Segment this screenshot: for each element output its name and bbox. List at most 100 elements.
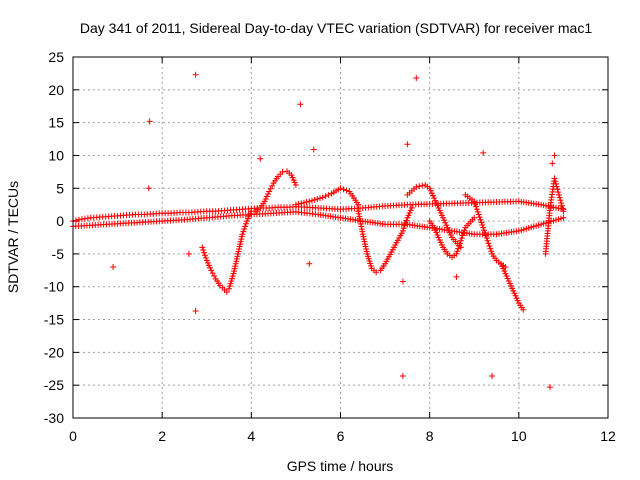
- x-tick-label: 6: [337, 428, 345, 444]
- grid-lines: [73, 57, 608, 418]
- data-point-marker: [560, 214, 567, 221]
- data-point-marker: [201, 252, 208, 259]
- data-point-marker: [227, 280, 234, 287]
- data-point-marker: [558, 202, 565, 209]
- data-point-marker: [489, 372, 496, 379]
- data-point-marker: [456, 240, 463, 247]
- series-dip-near-8-4h: [426, 214, 478, 261]
- data-point-marker: [480, 224, 487, 231]
- y-tick-label: 0: [56, 213, 64, 229]
- data-point-marker: [399, 278, 406, 285]
- y-tick-label: -30: [44, 410, 64, 426]
- data-points: [70, 71, 567, 391]
- data-point-marker: [192, 308, 199, 315]
- data-point-marker: [560, 208, 567, 215]
- data-point-marker: [228, 278, 235, 285]
- series-dip-near-6-5h: [355, 204, 415, 276]
- data-point-marker: [457, 237, 464, 244]
- data-point-marker: [209, 270, 216, 277]
- data-point-marker: [337, 185, 344, 192]
- data-point-marker: [110, 264, 117, 271]
- data-point-marker: [403, 217, 410, 224]
- data-point-marker: [461, 227, 468, 234]
- data-point-marker: [200, 246, 207, 253]
- data-point-marker: [547, 384, 554, 391]
- data-point-marker: [453, 273, 460, 280]
- data-point-marker: [555, 189, 562, 196]
- y-tick-label: -20: [44, 344, 64, 360]
- data-point-marker: [308, 197, 315, 204]
- data-point-marker: [402, 220, 409, 227]
- data-point-marker: [279, 168, 286, 175]
- data-point-marker: [413, 183, 420, 190]
- y-tick-label: 20: [48, 82, 64, 98]
- data-point-marker: [459, 232, 466, 239]
- data-point-marker: [266, 188, 273, 195]
- data-point-marker: [295, 201, 302, 208]
- data-point-marker: [559, 205, 566, 212]
- y-tick-label: -15: [44, 312, 64, 328]
- data-point-marker: [460, 229, 467, 236]
- data-point-marker: [553, 183, 560, 190]
- data-point-marker: [192, 71, 199, 78]
- data-point-marker: [292, 181, 299, 188]
- y-axis-label: SDTVAR / TECUs: [5, 181, 21, 293]
- data-point-marker: [551, 175, 558, 182]
- data-point-marker: [551, 152, 558, 159]
- data-point-marker: [555, 191, 562, 198]
- data-point-marker: [476, 214, 483, 221]
- data-point-marker: [399, 372, 406, 379]
- data-point-marker: [557, 197, 564, 204]
- data-point-marker: [552, 180, 559, 187]
- data-point-marker: [453, 250, 460, 257]
- data-point-marker: [242, 220, 249, 227]
- data-point-marker: [549, 160, 556, 167]
- data-point-marker: [419, 182, 426, 189]
- x-axis-label: GPS time / hours: [287, 458, 394, 474]
- data-point-marker: [229, 273, 236, 280]
- series-arc-near-8h: [404, 181, 464, 251]
- x-tick-label: 4: [247, 428, 255, 444]
- series-outliers: [110, 71, 558, 391]
- series-drop-near-10h: [498, 260, 527, 313]
- x-tick-label: 10: [511, 428, 527, 444]
- data-point-marker: [311, 196, 318, 203]
- data-point-marker: [484, 237, 491, 244]
- data-point-marker: [75, 216, 82, 223]
- data-point-marker: [303, 199, 310, 206]
- data-point-marker: [340, 186, 347, 193]
- data-point-marker: [242, 223, 249, 230]
- data-point-marker: [456, 243, 463, 250]
- data-point-marker: [297, 101, 304, 108]
- data-point-marker: [486, 243, 493, 250]
- data-point-marker: [488, 248, 495, 255]
- data-point-marker: [267, 185, 274, 192]
- series-rise-near-6h: [292, 185, 362, 208]
- data-point-marker: [201, 249, 208, 256]
- data-point-marker: [306, 260, 313, 267]
- data-point-marker: [520, 306, 527, 313]
- y-tick-label: -25: [44, 377, 64, 393]
- y-tick-label: 15: [48, 115, 64, 131]
- data-point-marker: [343, 187, 350, 194]
- data-point-marker: [300, 199, 307, 206]
- data-point-marker: [292, 201, 299, 208]
- data-point-marker: [482, 232, 489, 239]
- y-tick-label: 5: [56, 180, 64, 196]
- y-tick-label: 25: [48, 49, 64, 65]
- x-tick-label: 12: [600, 428, 616, 444]
- data-point-marker: [316, 195, 323, 202]
- data-point-marker: [355, 201, 362, 208]
- x-tick-label: 0: [69, 428, 77, 444]
- y-tick-label: -10: [44, 279, 64, 295]
- data-point-marker: [269, 182, 276, 189]
- data-point-marker: [475, 211, 482, 218]
- data-point-marker: [325, 191, 332, 198]
- data-point-marker: [472, 201, 479, 208]
- plot-frame: [72, 56, 609, 419]
- y-tick-label: 10: [48, 147, 64, 163]
- series-baseline-band: [70, 198, 567, 225]
- data-point-marker: [487, 245, 494, 252]
- chart-title: Day 341 of 2011, Sidereal Day-to-day VTE…: [80, 20, 592, 36]
- data-point-marker: [479, 222, 486, 229]
